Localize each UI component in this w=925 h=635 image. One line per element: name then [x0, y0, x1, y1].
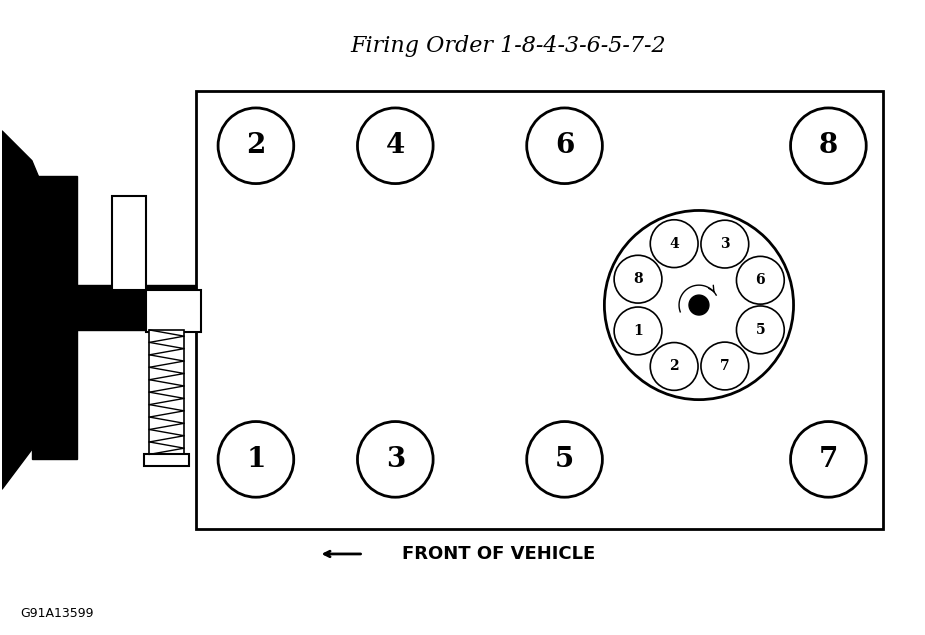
- Text: G91A13599: G91A13599: [20, 607, 93, 620]
- Text: 4: 4: [670, 237, 679, 251]
- Text: 1: 1: [246, 446, 265, 473]
- Circle shape: [791, 422, 866, 497]
- Text: 6: 6: [756, 273, 765, 287]
- Polygon shape: [2, 131, 72, 489]
- Circle shape: [218, 108, 294, 184]
- Text: 8: 8: [634, 272, 643, 286]
- Circle shape: [701, 342, 748, 390]
- Text: 8: 8: [819, 132, 838, 159]
- Circle shape: [526, 422, 602, 497]
- Text: 6: 6: [555, 132, 574, 159]
- Text: 3: 3: [720, 237, 730, 251]
- Circle shape: [689, 295, 709, 315]
- Circle shape: [650, 220, 698, 267]
- Bar: [196, 91, 883, 529]
- Bar: [146, 290, 201, 332]
- Text: 1: 1: [633, 324, 643, 338]
- Circle shape: [614, 307, 662, 355]
- Bar: [112, 196, 146, 290]
- Circle shape: [357, 422, 433, 497]
- Bar: [149, 330, 184, 455]
- Text: 2: 2: [246, 132, 265, 159]
- Polygon shape: [31, 285, 196, 330]
- Text: 4: 4: [386, 132, 405, 159]
- Text: Firing Order 1-8-4-3-6-5-7-2: Firing Order 1-8-4-3-6-5-7-2: [351, 35, 666, 57]
- Circle shape: [650, 342, 698, 391]
- Text: 5: 5: [555, 446, 574, 473]
- Text: 7: 7: [720, 359, 730, 373]
- Polygon shape: [31, 176, 77, 459]
- Bar: [144, 455, 190, 466]
- Circle shape: [526, 108, 602, 184]
- Text: 3: 3: [386, 446, 405, 473]
- Text: 5: 5: [756, 323, 765, 337]
- Circle shape: [736, 257, 784, 304]
- Text: 7: 7: [819, 446, 838, 473]
- Circle shape: [736, 306, 784, 354]
- Circle shape: [614, 255, 662, 303]
- Circle shape: [701, 220, 748, 268]
- Text: FRONT OF VEHICLE: FRONT OF VEHICLE: [402, 545, 595, 563]
- Text: 2: 2: [670, 359, 679, 373]
- Circle shape: [357, 108, 433, 184]
- Circle shape: [791, 108, 866, 184]
- Circle shape: [604, 210, 794, 399]
- Circle shape: [218, 422, 294, 497]
